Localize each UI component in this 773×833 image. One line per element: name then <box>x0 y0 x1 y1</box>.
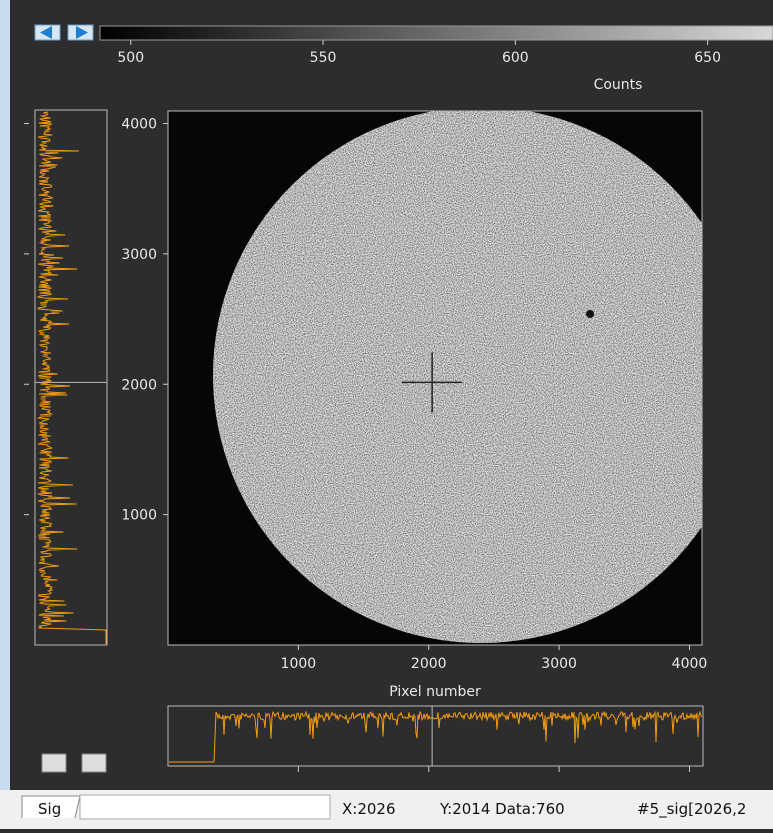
zoom-out-button[interactable] <box>82 754 106 772</box>
status-name: #5_sig[2026,2 <box>637 800 746 819</box>
x-tick-label: 4000 <box>672 656 708 672</box>
y-tick-label: 4000 <box>121 117 157 133</box>
tab-label: Sig <box>38 800 61 818</box>
tab-strip <box>80 795 330 819</box>
image <box>213 107 749 643</box>
window-border <box>0 0 10 829</box>
zoom-button[interactable] <box>42 754 66 772</box>
x-tick-label: 2000 <box>411 656 447 672</box>
colorbar-label: Counts <box>594 77 643 93</box>
status-x: X:2026 <box>342 800 396 818</box>
disk-noise <box>213 107 749 643</box>
page: Counts Pixel number Sig X:2026 Y:2014 Da… <box>0 0 773 829</box>
colorbar-tick-label: 600 <box>502 50 529 66</box>
status-y: Y:2014 Data:760 <box>439 800 565 818</box>
y-tick-label: 3000 <box>121 247 157 263</box>
x-tick-label: 3000 <box>541 656 577 672</box>
y-tick-label: 1000 <box>121 508 157 524</box>
x-tick-label: 1000 <box>281 656 317 672</box>
colorbar-tick-label: 550 <box>310 50 337 66</box>
dark-spot <box>586 310 594 318</box>
x-axis-label: Pixel number <box>389 684 481 700</box>
colorbar-tick-label: 650 <box>694 50 721 66</box>
app-window: Counts Pixel number Sig X:2026 Y:2014 Da… <box>0 0 773 829</box>
y-tick-label: 2000 <box>121 377 157 393</box>
colorbar-tick-label: 500 <box>117 50 144 66</box>
colorbar <box>100 26 773 40</box>
